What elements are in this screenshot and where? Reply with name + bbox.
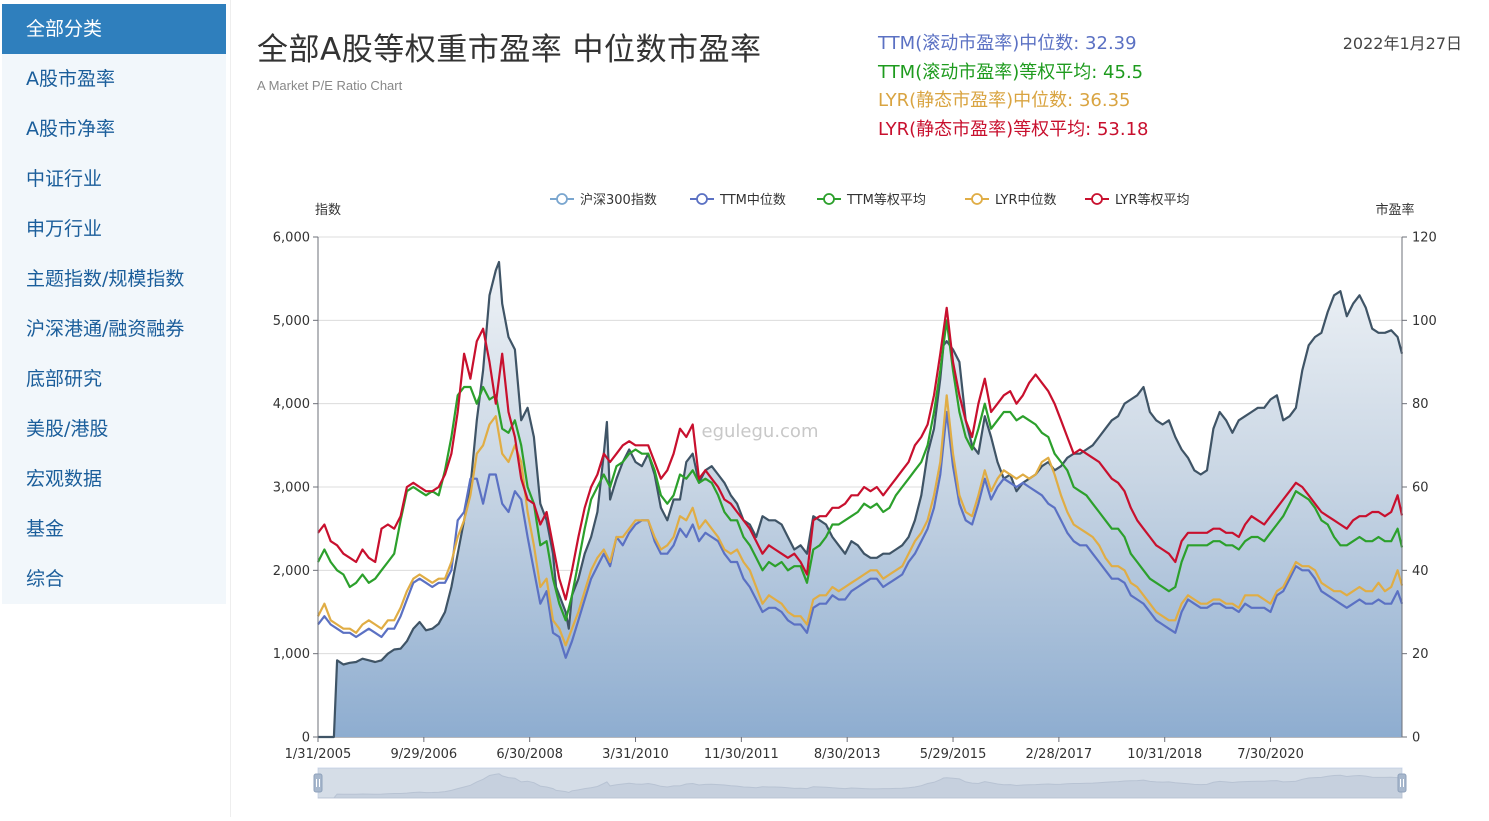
series-area-hs300 [318, 262, 1402, 737]
x-tick-label: 8/30/2013 [814, 747, 881, 762]
series-line-1 [317, 410, 1404, 659]
page-title: 全部A股等权重市盈率 中位数市盈率 [257, 32, 762, 68]
zoom-selection [318, 768, 1402, 798]
zoom-preview [318, 773, 1403, 799]
sidebar-divider [230, 0, 231, 817]
legend-marker-icon [696, 193, 708, 205]
legend-marker-icon [971, 193, 983, 205]
x-tick-label: 7/30/2020 [1237, 747, 1304, 762]
right-axis-label: 市盈率 [1375, 202, 1414, 218]
legend-item[interactable]: 沪深300指数 [550, 192, 657, 208]
series-line-3 [317, 394, 1404, 647]
legend-label: TTM等权平均 [846, 192, 926, 208]
series-line-4 [317, 306, 1404, 601]
watermark: egulegu.com [702, 421, 819, 442]
sidebar-item-bottom-research[interactable]: 底部研究 [26, 368, 103, 390]
right-tick-label: 40 [1412, 564, 1429, 579]
right-tick-label: 100 [1412, 314, 1437, 329]
left-axis-label: 指数 [315, 203, 341, 218]
legend: 沪深300指数 TTM中位数 TTM等权平均 LYR中位数 LYR等权平均 [550, 192, 1190, 208]
left-tick-label: 6,000 [273, 231, 310, 246]
stat-lyr-median: LYR(静态市盈率)中位数: 36.35 [878, 90, 1131, 111]
legend-label: LYR中位数 [995, 193, 1057, 208]
left-tick-label: 5,000 [273, 314, 310, 329]
sidebar-item-macro[interactable]: 宏观数据 [26, 468, 103, 490]
sidebar-item-us-hk[interactable]: 美股/港股 [26, 418, 109, 440]
zoom-handle-left[interactable] [313, 773, 323, 793]
legend-label: TTM中位数 [719, 193, 786, 208]
left-tick-label: 0 [302, 731, 310, 746]
x-tick-label: 9/29/2006 [391, 747, 458, 762]
right-tick-label: 0 [1412, 731, 1420, 746]
x-tick-label: 1/31/2005 [285, 747, 352, 762]
right-tick-label: 120 [1412, 231, 1437, 246]
x-tick-label: 11/30/2011 [704, 747, 779, 762]
sidebar-item-connect-margin[interactable]: 沪深港通/融资融券 [26, 318, 185, 340]
left-tick-label: 2,000 [273, 564, 310, 579]
sidebar-nav: 全部分类 A股市盈率 A股市净率 中证行业 申万行业 主题指数/规模指数 沪深港… [2, 4, 226, 604]
legend-label: LYR等权平均 [1115, 192, 1190, 208]
zoom-handle-right[interactable] [1397, 773, 1407, 793]
left-tick-label: 3,000 [273, 481, 310, 496]
legend-marker-icon [823, 193, 835, 205]
series-line-2 [317, 319, 1404, 622]
sidebar-item-a-pe[interactable]: A股市盈率 [26, 68, 115, 90]
chart-container: egulegu.com 0 1,000 2,000 3,000 4,000 5,000 6,… [232, 180, 1488, 817]
x-tick-label: 5/29/2015 [920, 747, 987, 762]
x-tick-label: 3/31/2010 [602, 747, 669, 762]
left-tick-label: 1,000 [273, 647, 310, 662]
axes: 0 1,000 2,000 3,000 4,000 5,000 6,000 0 20 40 60 80… [273, 231, 1437, 763]
pe-chart: egulegu.com 0 1,000 2,000 3,000 4,000 5,000 6,… [273, 192, 1437, 799]
sidebar-item-sw-industry[interactable]: 申万行业 [26, 218, 103, 240]
left-tick-label: 4,000 [273, 397, 310, 412]
sidebar-item-csi-industry[interactable]: 中证行业 [26, 168, 103, 190]
right-tick-label: 20 [1412, 647, 1429, 662]
stat-ttm-avg: TTM(滚动市盈率)等权平均: 45.5 [878, 61, 1144, 83]
series-line-0 [318, 260, 1404, 739]
stat-ttm-median: TTM(滚动市盈率)中位数: 32.39 [878, 33, 1137, 54]
page-subtitle: A Market P/E Ratio Chart [257, 78, 403, 93]
date-label: 2022年1月27日 [1342, 34, 1462, 53]
x-tick-label: 6/30/2008 [496, 747, 563, 762]
stat-lyr-avg: LYR(静态市盈率)等权平均: 53.18 [878, 118, 1149, 140]
x-tick-label: 10/31/2018 [1127, 747, 1202, 762]
series-layer [317, 260, 1404, 739]
x-tick-label: 2/28/2017 [1026, 747, 1093, 762]
legend-item[interactable]: TTM等权平均 [817, 192, 926, 208]
sidebar-item-theme-index[interactable]: 主题指数/规模指数 [26, 268, 185, 290]
legend-item[interactable]: TTM中位数 [690, 193, 786, 208]
right-tick-label: 60 [1412, 481, 1429, 496]
sidebar-item-misc[interactable]: 综合 [26, 568, 65, 590]
data-zoom-slider[interactable] [313, 767, 1407, 799]
sidebar-item-a-pb[interactable]: A股市净率 [26, 118, 115, 140]
right-tick-label: 80 [1412, 397, 1429, 412]
legend-item[interactable]: LYR等权平均 [1085, 192, 1190, 208]
legend-label: 沪深300指数 [580, 192, 657, 208]
stats-panel: TTM(滚动市盈率)中位数: 32.39 TTM(滚动市盈率)等权平均: 45.… [878, 30, 1149, 144]
legend-marker-icon [1091, 193, 1103, 205]
legend-marker-icon [556, 193, 568, 205]
sidebar-item-fund[interactable]: 基金 [26, 518, 65, 540]
sidebar-item-all[interactable]: 全部分类 [2, 4, 226, 54]
legend-item[interactable]: LYR中位数 [965, 193, 1057, 208]
